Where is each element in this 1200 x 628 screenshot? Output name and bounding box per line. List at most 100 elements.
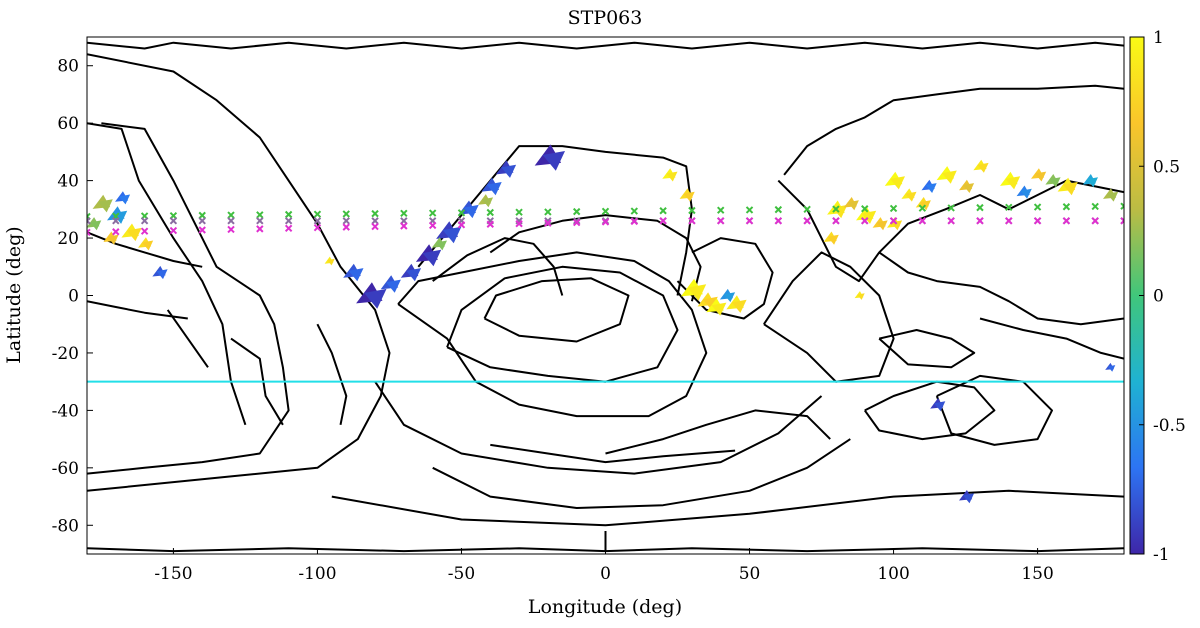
track-marker [745,217,754,225]
value-patches [87,144,1119,504]
track-marker [861,205,869,213]
track-marker [1033,217,1042,225]
track-marker [544,219,552,227]
y-tick-label: 40 [57,172,79,192]
value-patch [941,170,957,184]
x-tick-label: 150 [1021,564,1053,584]
track-marker [112,217,120,225]
region-outline [87,53,391,492]
value-patch [977,162,989,173]
track-marker [947,204,955,212]
region-outline [87,300,188,320]
track-marker [457,221,466,229]
x-axis: -150 -100 -50 0 50 100 150 [154,548,1054,584]
track-marker [342,217,350,225]
track-marker [169,217,178,225]
value-patch [112,210,128,224]
region-outline [783,84,1124,176]
value-patch [1005,176,1021,190]
track-marker [515,208,523,216]
y-tick-label: 60 [57,114,79,134]
value-patch [861,210,877,224]
value-patch [156,269,168,280]
region-outline [87,41,1124,50]
value-patch [876,220,888,231]
region-outline [331,489,1124,527]
track-marker [486,220,494,228]
colorbar: 1 0.5 0 -0.5 -1 [1129,28,1186,565]
track-marker [918,204,927,212]
track-marker [1091,217,1099,225]
track-marker [544,208,552,216]
region-outline [87,122,247,426]
track-marker [313,217,322,225]
y-tick-label: 80 [57,57,79,77]
track-marker [572,217,581,225]
track-marker [1091,202,1099,211]
track-marker [918,217,927,225]
value-patch [1107,191,1119,202]
track-marker [400,209,408,218]
region-outlines [87,41,1124,553]
value-patch [442,226,462,244]
region-outline [432,237,564,296]
track-marker [198,226,206,234]
region-outline [316,323,348,425]
region-outline [935,374,1053,446]
track-marker [745,206,754,214]
track-marker [428,221,437,230]
colorbar-tick-label: -1 [1153,545,1170,565]
track-marker [256,211,264,219]
value-patch [1107,365,1116,372]
value-patch [406,268,422,282]
track-marker [630,217,639,226]
value-patch [422,249,442,267]
track-marker [371,217,379,225]
plot-frame [86,36,1125,555]
region-outline [166,309,209,368]
value-patch [501,164,517,178]
value-patch [1034,171,1047,182]
region-outline [863,380,996,441]
region-outline [483,277,630,343]
track-marker [572,218,581,227]
track-marker [371,222,379,231]
track-marker [889,204,898,213]
track-marker [601,218,610,226]
value-patch [702,296,718,310]
value-patch [1086,177,1098,188]
value-patch [385,279,401,293]
colorbar-tick-label: -0.5 [1153,416,1186,436]
x-tick-label: -50 [448,564,475,584]
track-marker [457,209,466,217]
x-tick-label: 50 [739,564,761,584]
value-patch [542,151,565,171]
colorbar-tick-label: 1 [1153,28,1164,48]
track-marker [1120,217,1124,225]
region-outline [374,381,823,475]
value-patch [890,176,905,190]
value-patch [486,182,502,196]
region-outline [397,251,708,418]
x-tick-label: -100 [298,564,336,584]
track-marker [688,217,696,225]
value-patch [348,268,364,282]
region-outline [230,337,284,426]
value-patch [905,191,917,202]
value-patch [1062,182,1078,196]
value-patch [126,227,142,242]
track-marker [313,224,322,232]
region-outline [87,231,203,268]
value-patch [142,240,154,251]
track-marker [774,217,783,225]
track-marker [688,206,696,215]
y-axis: 80 60 40 20 0 -20 -40 -60 -80 [52,57,93,536]
value-patch [364,288,387,309]
y-tick-label: 20 [57,229,79,249]
track-marker [1005,217,1013,225]
track-marker [486,208,494,217]
track-marker [140,217,149,225]
track-marker [544,217,552,225]
track-marker [832,217,840,225]
region-outline [763,251,895,383]
